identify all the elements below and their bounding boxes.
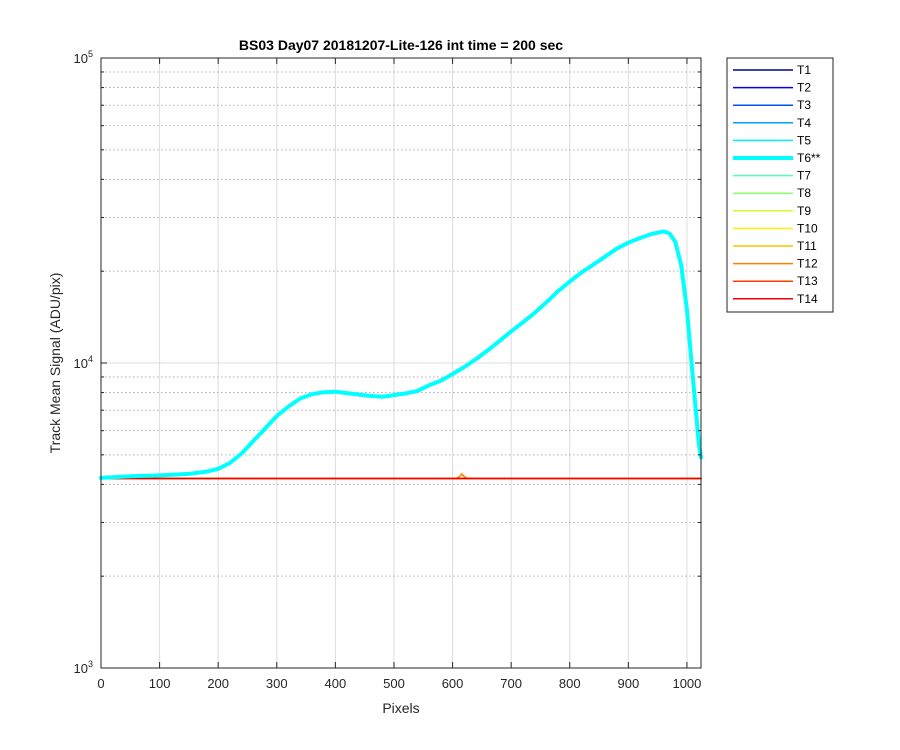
legend-label: T13: [797, 274, 818, 288]
x-tick-label: 500: [383, 676, 405, 691]
x-tick-label: 300: [266, 676, 288, 691]
ticks: [100, 57, 701, 669]
x-tick-label: 100: [149, 676, 171, 691]
legend-label: T9: [797, 204, 811, 218]
x-tick-label: 600: [442, 676, 464, 691]
legend-label: T6**: [797, 151, 821, 165]
x-tick-labels: 0 100 200 300 400 500 600 700 800 900 1000: [97, 676, 701, 691]
plot-area: [99, 57, 703, 669]
legend-label: T10: [797, 221, 818, 235]
legend-label: T12: [797, 257, 818, 271]
y-axis-title: Track Mean Signal (ADU/pix): [47, 273, 63, 454]
x-tick-label: 0: [97, 676, 104, 691]
x-tick-label: 400: [325, 676, 347, 691]
legend-item: T2: [733, 81, 811, 95]
legend-item: T5: [733, 133, 811, 147]
legend-item: T11: [733, 239, 817, 253]
legend-label: T8: [797, 186, 811, 200]
legend-label: T7: [797, 169, 811, 183]
legend-label: T1: [797, 63, 811, 77]
legend-item: T8: [733, 186, 811, 200]
x-tick-label: 200: [207, 676, 229, 691]
legend-item: T10: [733, 221, 818, 235]
legend-item: T6**: [733, 151, 821, 165]
chart-title: BS03 Day07 20181207-Lite-126 int time = …: [239, 37, 563, 53]
grid: [101, 58, 701, 668]
legend-item: T12: [733, 257, 818, 271]
y-tick-label: 103: [74, 659, 93, 676]
x-tick-label: 800: [559, 676, 581, 691]
legend-label: T11: [797, 239, 817, 253]
legend: T1 T2 T3 T4 T5 T6** T7 T8 T9 T10 T11 T12 T13 T14: [726, 57, 834, 313]
y-tick-label: 104: [74, 354, 93, 371]
legend-item: T9: [733, 204, 811, 218]
legend-item: T14: [733, 292, 818, 306]
legend-item: T3: [733, 98, 811, 112]
x-tick-label: 1000: [672, 676, 701, 691]
legend-box: [726, 57, 834, 313]
legend-item: T1: [733, 63, 811, 77]
legend-label: T4: [797, 116, 811, 130]
legend-item: T4: [733, 116, 811, 130]
legend-label: T14: [797, 292, 818, 306]
legend-item: T13: [733, 274, 818, 288]
x-axis-title: Pixels: [382, 700, 419, 716]
y-tick-labels: 103 104 105: [74, 49, 93, 676]
y-tick-label: 105: [74, 49, 93, 66]
legend-label: T2: [797, 81, 811, 95]
legend-label: T5: [797, 133, 811, 147]
legend-label: T3: [797, 98, 811, 112]
legend-item: T7: [733, 169, 811, 183]
series-line-t6: [99, 229, 703, 480]
x-tick-label: 900: [617, 676, 639, 691]
x-tick-label: 700: [500, 676, 522, 691]
series-lines: [99, 229, 703, 480]
